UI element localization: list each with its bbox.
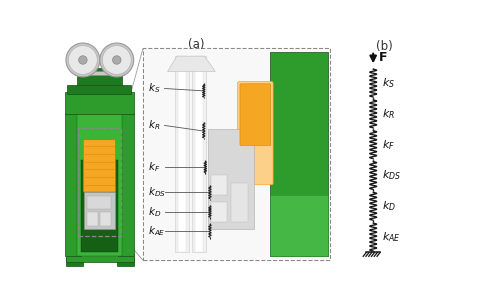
FancyBboxPatch shape bbox=[237, 82, 273, 185]
Bar bbox=[117, 258, 133, 265]
Bar bbox=[86, 213, 98, 226]
Bar bbox=[118, 113, 133, 256]
Text: $k_{DS}$: $k_{DS}$ bbox=[147, 185, 165, 199]
Text: $k_D$: $k_D$ bbox=[147, 205, 160, 219]
Bar bbox=[192, 56, 205, 253]
Bar bbox=[84, 192, 115, 229]
Bar bbox=[75, 71, 123, 75]
Text: $k_R$: $k_R$ bbox=[147, 119, 160, 132]
Bar bbox=[269, 195, 327, 256]
Bar bbox=[65, 92, 133, 114]
Text: $k_{AE}$: $k_{AE}$ bbox=[147, 224, 165, 238]
Bar bbox=[66, 258, 83, 265]
Text: $k_S$: $k_S$ bbox=[381, 76, 394, 90]
Bar bbox=[86, 196, 111, 209]
Text: F: F bbox=[378, 51, 386, 64]
Text: $k_{AE}$: $k_{AE}$ bbox=[381, 230, 399, 244]
Bar bbox=[175, 56, 189, 253]
Bar bbox=[65, 113, 81, 256]
Bar bbox=[100, 213, 111, 226]
FancyBboxPatch shape bbox=[240, 84, 270, 145]
Circle shape bbox=[102, 45, 131, 74]
Bar bbox=[81, 160, 118, 253]
Bar bbox=[269, 52, 327, 256]
Bar bbox=[178, 56, 186, 253]
Bar bbox=[143, 48, 329, 260]
Text: $k_S$: $k_S$ bbox=[147, 82, 160, 95]
Circle shape bbox=[66, 43, 100, 77]
Circle shape bbox=[112, 56, 121, 64]
Text: $k_{DS}$: $k_{DS}$ bbox=[381, 169, 400, 182]
Bar bbox=[211, 175, 227, 195]
Bar bbox=[67, 85, 131, 94]
Text: $k_D$: $k_D$ bbox=[381, 199, 395, 213]
Bar bbox=[77, 68, 122, 85]
Text: (a): (a) bbox=[187, 39, 204, 51]
FancyBboxPatch shape bbox=[83, 140, 115, 192]
Bar bbox=[211, 203, 227, 222]
Circle shape bbox=[68, 45, 97, 74]
Bar bbox=[77, 113, 122, 256]
Bar bbox=[195, 56, 203, 253]
Text: $k_F$: $k_F$ bbox=[381, 138, 394, 152]
Circle shape bbox=[100, 43, 133, 77]
Bar bbox=[66, 254, 133, 262]
Bar bbox=[207, 129, 253, 229]
Text: $k_R$: $k_R$ bbox=[381, 107, 394, 121]
Bar bbox=[78, 128, 121, 236]
Text: $k_F$: $k_F$ bbox=[147, 160, 159, 174]
Circle shape bbox=[79, 56, 87, 64]
Text: (b): (b) bbox=[375, 40, 392, 53]
Bar bbox=[144, 49, 329, 259]
Bar bbox=[230, 183, 247, 222]
Polygon shape bbox=[167, 56, 215, 72]
